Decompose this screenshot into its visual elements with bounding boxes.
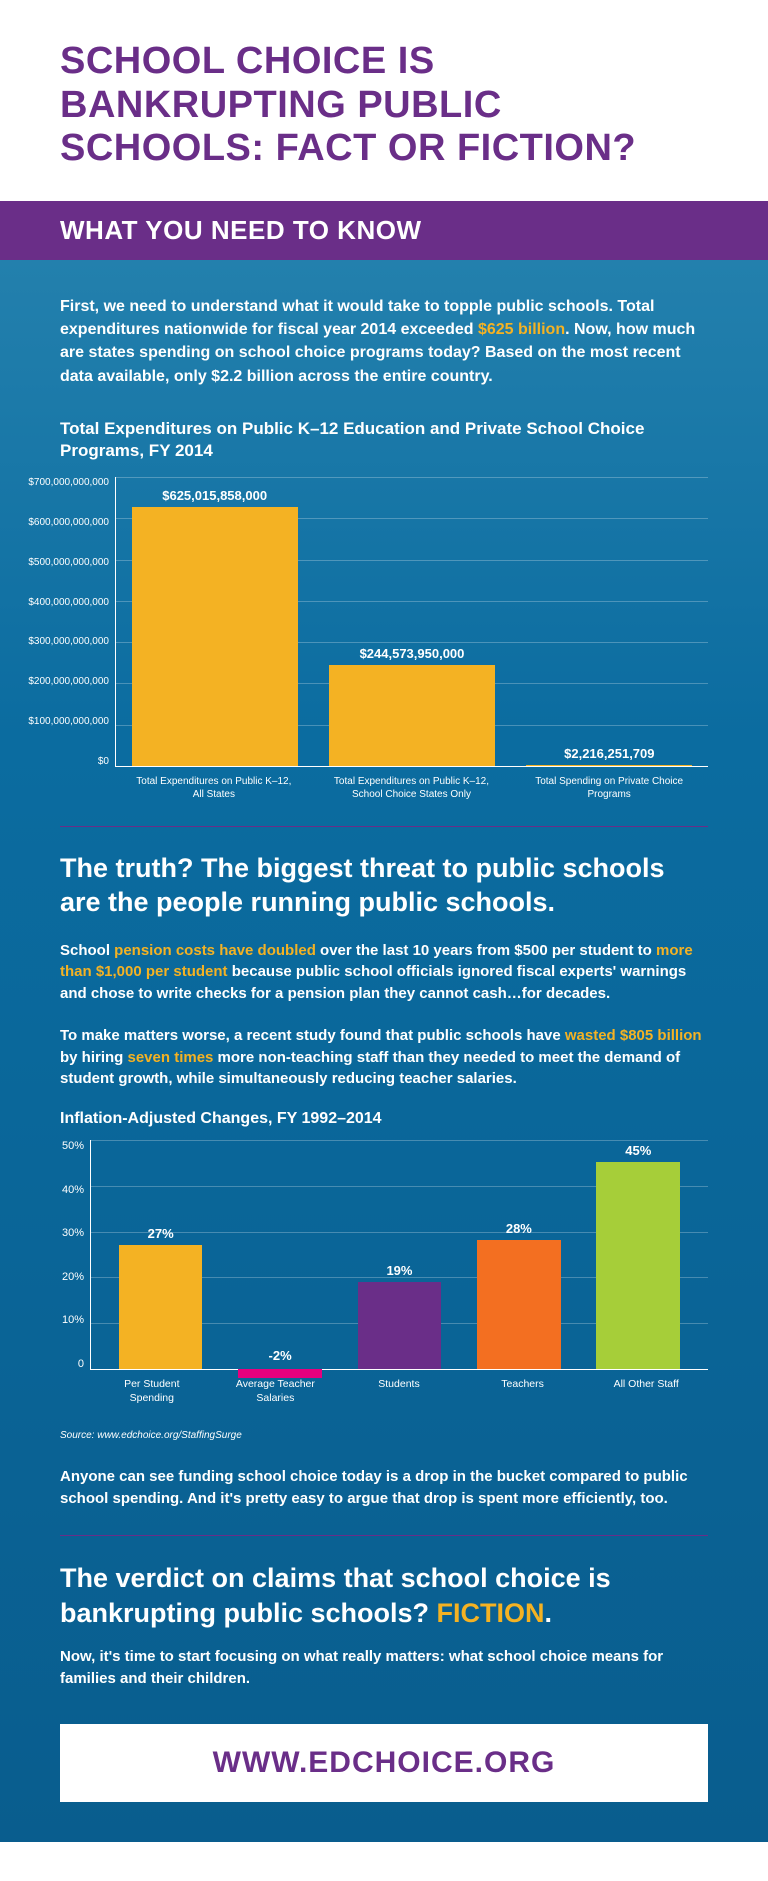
intro-paragraph: First, we need to understand what it wou… bbox=[60, 295, 708, 388]
chart2: 50%40%30%20%10%0 27% -2% 19% 28% 45% Per Stu… bbox=[50, 1140, 708, 1405]
subheader-bar: WHAT YOU NEED TO KNOW bbox=[0, 201, 768, 260]
chart1-bar: $244,573,950,000 bbox=[329, 646, 495, 766]
chart2-x-label: Average Teacher Salaries bbox=[226, 1378, 325, 1405]
section2-heading: The truth? The biggest threat to public … bbox=[60, 852, 708, 920]
intro-highlight: $625 billion bbox=[478, 321, 565, 338]
section2-p2: To make matters worse, a recent study fo… bbox=[60, 1025, 708, 1090]
closing-paragraph-2: Now, it's time to start focusing on what… bbox=[60, 1646, 708, 1690]
content-area: First, we need to understand what it wou… bbox=[0, 260, 768, 1842]
chart2-bar: 28% bbox=[477, 1221, 561, 1369]
chart2-bar-value: 28% bbox=[506, 1221, 532, 1236]
chart2-bar-value: 27% bbox=[148, 1226, 174, 1241]
chart2-source: Source: www.edchoice.org/StaffingSurge bbox=[60, 1430, 708, 1441]
chart1-bar-value: $244,573,950,000 bbox=[360, 646, 465, 661]
chart2-x-label: All Other Staff bbox=[597, 1378, 696, 1405]
chart2-bar-rect bbox=[596, 1162, 680, 1369]
chart1-bar: $2,216,251,709 bbox=[526, 746, 692, 766]
divider bbox=[60, 1535, 708, 1536]
chart1-title: Total Expenditures on Public K–12 Educat… bbox=[60, 418, 708, 462]
chart2-y-axis: 50%40%30%20%10%0 bbox=[50, 1140, 90, 1370]
chart2-bar-rect bbox=[358, 1282, 442, 1369]
main-title: SCHOOL CHOICE IS BANKRUPTING PUBLIC SCHO… bbox=[60, 40, 708, 171]
chart1-bar-value: $625,015,858,000 bbox=[162, 488, 267, 503]
chart1-bar-rect bbox=[329, 665, 495, 766]
chart1-y-axis: $700,000,000,000$600,000,000,000$500,000… bbox=[15, 477, 115, 767]
chart2-x-label: Teachers bbox=[473, 1378, 572, 1405]
chart2-x-label: Per Student Spending bbox=[102, 1378, 201, 1405]
chart1-x-label: Total Expenditures on Public K–12, Schoo… bbox=[328, 775, 494, 801]
chart2-bar-value: -2% bbox=[269, 1348, 292, 1363]
chart1-plot: $625,015,858,000 $244,573,950,000 $2,216,2… bbox=[115, 477, 708, 767]
chart2-bar-rect bbox=[477, 1240, 561, 1369]
chart1-bar-rect bbox=[132, 507, 298, 766]
chart1-bar-rect bbox=[526, 765, 692, 766]
header: SCHOOL CHOICE IS BANKRUPTING PUBLIC SCHO… bbox=[0, 0, 768, 201]
chart1-x-label: Total Spending on Private Choice Program… bbox=[526, 775, 692, 801]
chart2-bar-value: 19% bbox=[386, 1263, 412, 1278]
chart2-x-label: Students bbox=[350, 1378, 449, 1405]
chart1: $700,000,000,000$600,000,000,000$500,000… bbox=[15, 477, 708, 801]
url-box: WWW.EDCHOICE.ORG bbox=[60, 1724, 708, 1802]
chart2-bar-value: 45% bbox=[625, 1143, 651, 1158]
chart2-title: Inflation-Adjusted Changes, FY 1992–2014 bbox=[60, 1110, 708, 1128]
chart1-bar-value: $2,216,251,709 bbox=[564, 746, 654, 761]
chart2-bar-rect bbox=[238, 1369, 322, 1378]
verdict-heading: The verdict on claims that school choice… bbox=[60, 1561, 708, 1631]
divider bbox=[60, 826, 708, 827]
chart2-bar: 27% bbox=[119, 1226, 203, 1369]
chart1-x-axis: Total Expenditures on Public K–12, All S… bbox=[115, 775, 708, 801]
closing-paragraph-1: Anyone can see funding school choice tod… bbox=[60, 1466, 708, 1510]
chart2-bar: 45% bbox=[596, 1143, 680, 1369]
section2-p1: School pension costs have doubled over t… bbox=[60, 940, 708, 1005]
chart1-bar: $625,015,858,000 bbox=[132, 488, 298, 766]
chart2-bar-rect bbox=[119, 1245, 203, 1369]
chart2-bar: 19% bbox=[358, 1263, 442, 1369]
chart1-x-label: Total Expenditures on Public K–12, All S… bbox=[131, 775, 297, 801]
chart2-x-axis: Per Student Spending Average Teacher Sala… bbox=[90, 1378, 708, 1405]
chart2-plot: 27% -2% 19% 28% 45% bbox=[90, 1140, 708, 1370]
subheader-title: WHAT YOU NEED TO KNOW bbox=[60, 215, 708, 246]
